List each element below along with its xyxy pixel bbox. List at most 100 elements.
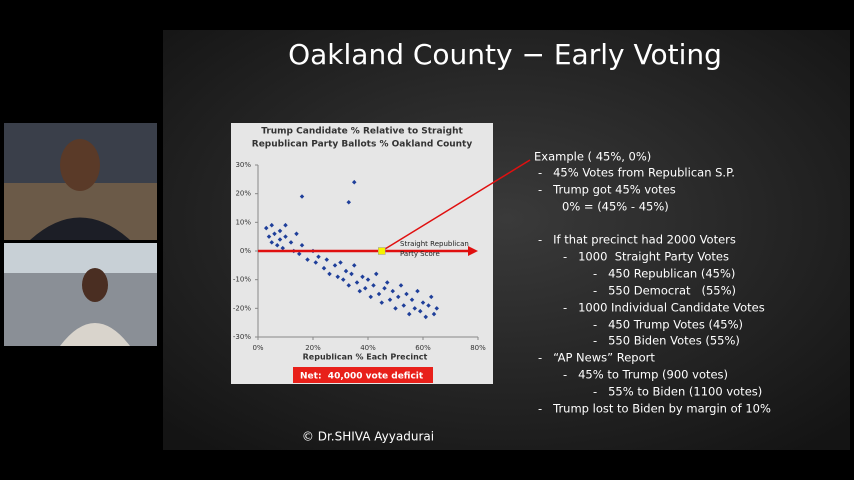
x-axis-label: Republican % Each Precinct — [303, 353, 428, 362]
point — [428, 294, 434, 300]
y-tick-label: -30% — [233, 333, 251, 341]
y-tick-label: 20% — [235, 190, 251, 198]
point — [351, 179, 357, 185]
note-line: - 450 Republican (45%) — [593, 267, 735, 281]
video-tile — [4, 123, 157, 240]
callout-line — [381, 159, 531, 252]
point — [379, 300, 385, 305]
y-tick-label: 10% — [235, 218, 251, 226]
point — [382, 286, 387, 291]
point — [398, 283, 404, 288]
point — [269, 240, 275, 245]
arrow-head — [468, 246, 478, 256]
note-line: - 1000 Individual Candidate Votes — [563, 301, 765, 315]
note-line: - 45% Votes from Republican S.P. — [538, 166, 735, 180]
point — [351, 263, 357, 268]
point — [376, 291, 382, 297]
person-head — [60, 139, 100, 191]
y-tick-label: 30% — [235, 161, 251, 169]
person-body — [60, 323, 130, 346]
note-line: - 550 Democrat (55%) — [593, 284, 736, 298]
point — [417, 308, 423, 314]
point — [299, 243, 305, 248]
note-line: - 550 Biden Votes (55%) — [593, 334, 740, 348]
point — [406, 311, 412, 317]
point — [371, 283, 376, 288]
chart-image — [231, 123, 493, 384]
point — [274, 243, 280, 248]
note-line: - 450 Trump Votes (45%) — [593, 318, 743, 332]
point — [395, 294, 401, 300]
point — [404, 291, 409, 297]
point — [384, 280, 390, 285]
x-tick-label: 60% — [415, 344, 431, 352]
point — [401, 303, 407, 308]
point — [338, 260, 343, 265]
highlight-point — [378, 247, 386, 255]
point — [332, 263, 338, 268]
chart-title: Trump Candidate % Relative to Straight — [261, 127, 463, 137]
note-line: - If that precinct had 2000 Voters — [538, 233, 736, 247]
x-tick-label: 80% — [470, 344, 486, 352]
y-tick-label: 0% — [240, 247, 251, 255]
point — [324, 257, 330, 262]
video-tile — [4, 243, 157, 346]
point — [343, 268, 349, 274]
point — [362, 286, 368, 291]
point — [393, 306, 398, 311]
y-tick-label: -10% — [233, 276, 251, 284]
x-tick-label: 0% — [252, 344, 263, 352]
point — [373, 271, 379, 277]
point — [354, 280, 360, 285]
point — [415, 288, 420, 294]
point — [327, 271, 332, 277]
point — [305, 257, 310, 262]
chart-footer: Net: 40,000 vote deficit — [300, 372, 424, 382]
point — [335, 274, 341, 280]
annotation: Straight Republican Party Score — [400, 240, 469, 258]
point — [365, 277, 371, 282]
person-head — [82, 268, 108, 302]
note-line: - 1000 Straight Party Votes — [563, 250, 729, 264]
note-line: - “AP News” Report — [538, 351, 655, 365]
point — [423, 314, 429, 320]
point — [321, 265, 327, 271]
point — [426, 303, 431, 308]
point — [313, 260, 319, 265]
point — [346, 200, 352, 205]
person-body — [30, 217, 130, 240]
point — [360, 274, 365, 280]
point — [420, 300, 426, 305]
point — [280, 245, 286, 251]
chart-title: Republican Party Ballots % Oakland Count… — [252, 140, 473, 150]
note-line: Example ( 45%, 0%) — [534, 150, 651, 164]
point — [368, 294, 374, 300]
slide-title: Oakland County − Early Voting — [288, 38, 722, 71]
point — [387, 297, 393, 302]
point — [349, 271, 354, 277]
point — [434, 306, 440, 311]
point — [340, 277, 346, 282]
point — [431, 311, 437, 317]
point — [288, 240, 294, 245]
point — [346, 283, 352, 288]
point — [283, 222, 288, 228]
point — [412, 306, 418, 311]
window — [4, 243, 157, 273]
note-line: - Trump got 45% votes — [538, 183, 676, 197]
point — [357, 288, 363, 294]
point — [269, 222, 275, 228]
x-tick-label: 40% — [360, 344, 376, 352]
note-line: - 55% to Biden (1100 votes) — [593, 385, 762, 399]
point — [316, 254, 321, 259]
note-line: - Trump lost to Biden by margin of 10% — [538, 402, 771, 416]
point — [390, 288, 396, 294]
x-tick-label: 20% — [305, 344, 321, 352]
note-line: 0% = (45% - 45%) — [562, 200, 669, 214]
note-line: - 45% to Trump (900 votes) — [563, 368, 728, 382]
point — [409, 297, 415, 302]
y-tick-label: -20% — [233, 304, 251, 312]
footer-box — [293, 367, 433, 383]
copyright: © Dr.SHIVA Ayyadurai — [302, 430, 434, 444]
